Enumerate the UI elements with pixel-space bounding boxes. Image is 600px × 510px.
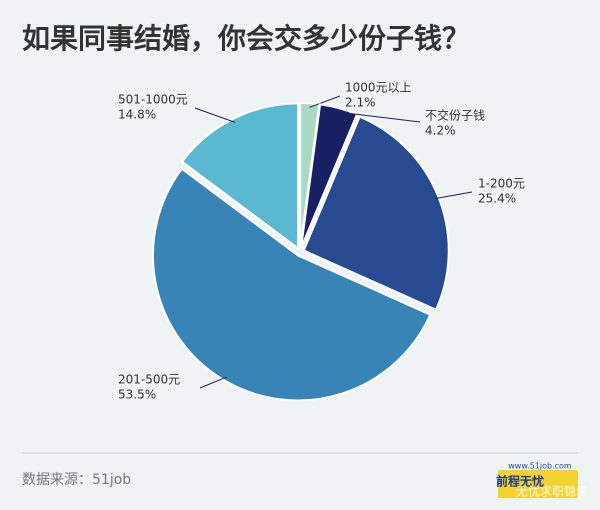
slice-label: 501-1000元 bbox=[118, 93, 188, 107]
slice-label: 1000元以上 bbox=[345, 81, 412, 95]
pie-slice bbox=[180, 102, 300, 251]
slice-label: 不交份子钱 bbox=[425, 108, 485, 123]
slice-label: 201-500元 bbox=[118, 373, 180, 387]
logo bbox=[498, 470, 578, 498]
leader-line bbox=[434, 191, 473, 200]
leader-line bbox=[309, 95, 341, 108]
slice-label: 1-200元 bbox=[478, 177, 525, 191]
watermark: 无忧求职锦囊 bbox=[516, 484, 588, 499]
chart-title: 如果同事结婚，你会交多少份子钱？ bbox=[22, 22, 470, 55]
slice-value: 4.2% bbox=[425, 124, 456, 138]
source: 数据来源：51job bbox=[22, 472, 131, 488]
leader-line bbox=[199, 376, 227, 389]
slice-value: 14.8% bbox=[118, 108, 156, 122]
pie-slice bbox=[302, 115, 450, 312]
leader-line bbox=[337, 111, 421, 123]
logo-name: 前程无忧 bbox=[496, 474, 544, 489]
logo-url: www.51job.com bbox=[508, 462, 572, 471]
slice-value: 2.1% bbox=[345, 96, 376, 110]
pie-slice bbox=[152, 167, 432, 402]
slice-value: 25.4% bbox=[478, 192, 516, 206]
leader-line bbox=[194, 107, 236, 123]
slice-value: 53.5% bbox=[118, 388, 156, 402]
